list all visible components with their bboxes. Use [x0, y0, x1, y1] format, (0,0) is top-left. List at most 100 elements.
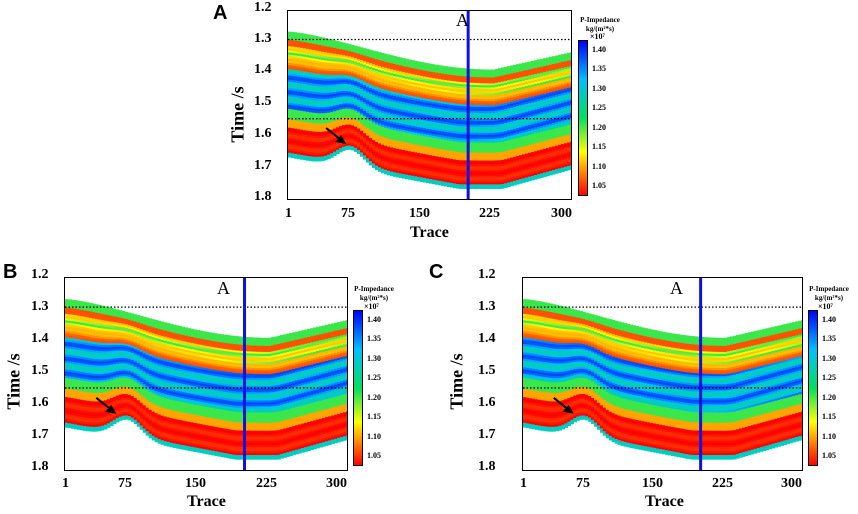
heatmap-cell	[504, 151, 508, 154]
heatmap-cell	[453, 75, 457, 78]
heatmap-cell	[333, 130, 337, 134]
heatmap-cell	[309, 78, 313, 82]
heatmap-cell	[447, 78, 451, 82]
heatmap-cell	[498, 144, 502, 147]
heatmap-cell	[330, 100, 334, 103]
heatmap-cell	[333, 74, 337, 78]
heatmap-cell	[477, 85, 481, 88]
heatmap-cell	[495, 156, 499, 160]
heatmap-cell	[498, 122, 502, 125]
heatmap-cell	[318, 47, 322, 50]
heatmap-cell	[399, 153, 403, 157]
heatmap-cell	[453, 69, 457, 72]
heatmap-cell	[429, 119, 433, 122]
heatmap-cell	[477, 101, 481, 104]
heatmap-cell	[486, 182, 490, 185]
heatmap-cell	[411, 153, 415, 157]
heatmap-cell	[441, 141, 445, 145]
heatmap-cell	[528, 109, 532, 112]
heatmap-cell	[345, 108, 349, 112]
heatmap-cell	[330, 116, 334, 119]
heatmap-cell	[333, 53, 337, 57]
heatmap-cell	[495, 132, 499, 136]
heatmap-cell	[378, 109, 382, 113]
heatmap-cell	[366, 146, 370, 150]
heatmap-cell	[312, 68, 316, 72]
heatmap-cell	[531, 76, 535, 80]
heatmap-cell	[501, 105, 505, 109]
heatmap-cell	[474, 182, 478, 185]
heatmap-cell	[333, 86, 337, 89]
heatmap-cell	[525, 129, 529, 133]
heatmap-cell	[297, 106, 301, 109]
heatmap-cell	[297, 57, 301, 61]
heatmap-cell	[411, 139, 415, 143]
heatmap-cell	[402, 124, 406, 127]
heatmap-cell	[297, 47, 301, 51]
heatmap-cell	[480, 154, 484, 158]
heatmap-cell	[345, 105, 349, 108]
heatmap-cell	[531, 165, 535, 169]
heatmap-cell	[348, 143, 352, 147]
heatmap-cell	[339, 149, 343, 153]
heatmap-cell	[336, 102, 340, 106]
heatmap-cell	[495, 184, 499, 187]
heatmap-cell	[447, 80, 451, 84]
heatmap-cell	[318, 63, 322, 67]
heatmap-cell	[375, 124, 379, 127]
heatmap-cell	[399, 99, 403, 103]
heatmap-cell	[441, 101, 445, 105]
heatmap-cell	[390, 89, 394, 92]
heatmap-cell	[324, 139, 328, 143]
heatmap-cell	[519, 133, 523, 136]
heatmap-cell	[426, 87, 430, 90]
heatmap-cell	[321, 152, 325, 155]
heatmap-cell	[315, 71, 319, 75]
heatmap-cell	[354, 140, 358, 144]
heatmap-cell	[441, 67, 445, 71]
heatmap-cell	[471, 106, 475, 110]
heatmap-cell	[525, 127, 529, 131]
heatmap-cell	[495, 74, 499, 78]
heatmap-cell	[363, 116, 367, 119]
heatmap-cell	[408, 127, 412, 130]
heatmap-cell	[495, 70, 499, 74]
heatmap-cell	[525, 105, 529, 109]
heatmap-cell	[306, 71, 310, 75]
heatmap-cell	[420, 139, 424, 143]
heatmap-cell	[453, 115, 457, 118]
heatmap-cell	[483, 184, 487, 187]
heatmap-cell	[408, 91, 412, 94]
heatmap-cell	[378, 60, 382, 63]
heatmap-cell	[342, 87, 346, 90]
heatmap-cell	[507, 124, 511, 127]
heatmap-cell	[447, 172, 451, 176]
heatmap-cell	[414, 68, 418, 72]
heatmap-cell	[462, 140, 466, 143]
heatmap-cell	[504, 131, 508, 134]
heatmap-cell	[345, 62, 349, 66]
heatmap-cell	[417, 63, 421, 66]
heatmap-cell	[516, 82, 520, 85]
heatmap-cell	[399, 109, 403, 113]
heatmap-cell	[360, 116, 364, 119]
heatmap-cell	[528, 79, 532, 82]
heatmap-cell	[366, 69, 370, 73]
heatmap-cell	[354, 137, 358, 140]
heatmap-cell	[381, 54, 385, 58]
heatmap-cell	[426, 100, 430, 104]
heatmap-cell	[384, 149, 388, 153]
heatmap-cell	[477, 134, 481, 138]
heatmap-cell	[480, 170, 484, 174]
heatmap-cell	[444, 110, 448, 113]
heatmap-cell	[534, 97, 538, 101]
heatmap-cell	[480, 144, 484, 148]
heatmap-cell	[300, 85, 304, 89]
heatmap-cell	[432, 133, 436, 137]
heatmap-cell	[528, 65, 532, 69]
heatmap-cell	[312, 154, 316, 158]
heatmap-cell	[318, 100, 322, 104]
heatmap-cell	[480, 140, 484, 144]
heatmap-cell	[525, 149, 529, 153]
heatmap-cell	[519, 83, 523, 87]
